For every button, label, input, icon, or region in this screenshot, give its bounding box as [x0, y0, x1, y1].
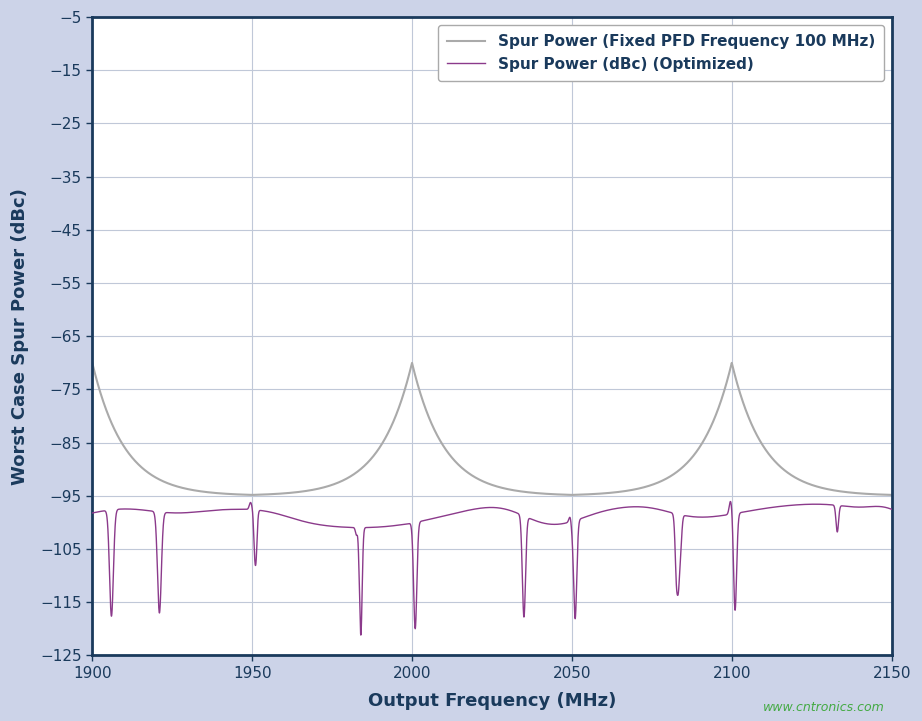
Spur Power (dBc) (Optimized) [393, 521, 404, 529]
Spur Power (Fixed PFD Frequency 100 MHz) [87, 358, 98, 367]
Spur Power (dBc) (Optimized) [725, 497, 736, 506]
Spur Power (dBc) (Optimized) [141, 506, 152, 515]
Line: Spur Power (Fixed PFD Frequency 100 MHz): Spur Power (Fixed PFD Frequency 100 MHz) [92, 363, 892, 495]
Spur Power (dBc) (Optimized) [520, 557, 531, 565]
Spur Power (Fixed PFD Frequency 100 MHz) [600, 489, 611, 497]
Spur Power (Fixed PFD Frequency 100 MHz) [465, 470, 476, 479]
Spur Power (dBc) (Optimized) [279, 511, 290, 520]
Y-axis label: Worst Case Spur Power (dBc): Worst Case Spur Power (dBc) [11, 187, 30, 485]
Legend: Spur Power (Fixed PFD Frequency 100 MHz), Spur Power (dBc) (Optimized): Spur Power (Fixed PFD Frequency 100 MHz)… [438, 25, 884, 81]
Spur Power (dBc) (Optimized) [680, 511, 692, 520]
Spur Power (dBc) (Optimized) [886, 505, 897, 513]
Text: www.cntronics.com: www.cntronics.com [763, 701, 885, 714]
Spur Power (Fixed PFD Frequency 100 MHz) [834, 487, 845, 495]
Spur Power (Fixed PFD Frequency 100 MHz) [286, 488, 297, 497]
Spur Power (dBc) (Optimized) [568, 579, 579, 588]
Spur Power (dBc) (Optimized) [87, 509, 98, 518]
Spur Power (Fixed PFD Frequency 100 MHz) [659, 475, 670, 484]
Spur Power (dBc) (Optimized) [355, 631, 366, 640]
Spur Power (Fixed PFD Frequency 100 MHz) [570, 490, 581, 499]
Spur Power (Fixed PFD Frequency 100 MHz) [886, 490, 897, 499]
X-axis label: Output Frequency (MHz): Output Frequency (MHz) [368, 692, 616, 710]
Line: Spur Power (dBc) (Optimized): Spur Power (dBc) (Optimized) [92, 502, 892, 635]
